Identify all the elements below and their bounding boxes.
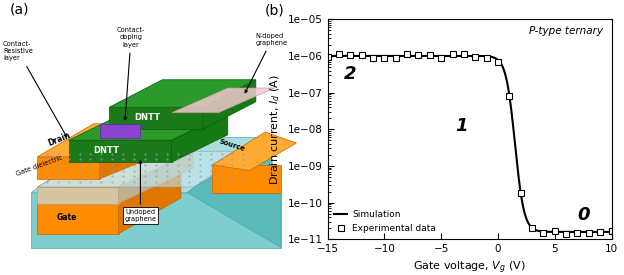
Polygon shape [172, 113, 228, 162]
Experimental data [540, 231, 547, 234]
Polygon shape [69, 113, 228, 140]
Polygon shape [109, 107, 203, 129]
Polygon shape [203, 80, 256, 129]
Experimental data [358, 54, 366, 57]
Polygon shape [31, 138, 265, 192]
Experimental data [324, 55, 331, 58]
Experimental data [597, 230, 604, 234]
Legend: Simulation, Experimental data: Simulation, Experimental data [332, 209, 437, 235]
Polygon shape [37, 168, 181, 204]
Text: DNTT: DNTT [94, 146, 120, 155]
Experimental data [392, 57, 399, 60]
Experimental data [529, 227, 536, 230]
X-axis label: Gate voltage, $V_g$ (V): Gate voltage, $V_g$ (V) [413, 260, 526, 275]
Polygon shape [212, 132, 296, 170]
Line: Experimental data: Experimental data [324, 51, 615, 237]
Simulation [557, 230, 564, 233]
Polygon shape [37, 187, 119, 204]
Experimental data [449, 52, 456, 56]
Line: Simulation: Simulation [328, 56, 612, 232]
Experimental data [369, 56, 377, 59]
Simulation [608, 230, 615, 233]
Experimental data [335, 52, 343, 56]
Experimental data [494, 60, 502, 63]
Simulation [459, 54, 466, 57]
Experimental data [460, 53, 467, 56]
Polygon shape [31, 192, 281, 248]
Text: Contact-
doping
layer: Contact- doping layer [117, 28, 145, 120]
Text: N-doped
graphene: N-doped graphene [245, 33, 288, 93]
Polygon shape [212, 165, 281, 192]
Text: (a): (a) [9, 3, 29, 17]
Experimental data [517, 191, 524, 194]
Polygon shape [37, 151, 256, 187]
Text: Contact-
Resistive
layer: Contact- Resistive layer [3, 41, 67, 137]
Text: P-type ternary: P-type ternary [529, 26, 603, 36]
Text: 1: 1 [456, 117, 468, 134]
Experimental data [346, 53, 354, 56]
Polygon shape [119, 151, 193, 204]
Polygon shape [100, 124, 140, 138]
Experimental data [426, 53, 434, 57]
Polygon shape [109, 80, 256, 107]
Polygon shape [69, 140, 172, 162]
Experimental data [608, 229, 615, 232]
Y-axis label: Drain current, $I_d$ (A): Drain current, $I_d$ (A) [268, 74, 282, 185]
Text: Gate dielectric: Gate dielectric [16, 155, 64, 177]
Polygon shape [100, 124, 181, 179]
Polygon shape [37, 124, 181, 157]
Simulation [493, 57, 500, 60]
Experimental data [415, 54, 422, 57]
Simulation [461, 54, 468, 57]
Text: Source: Source [218, 138, 246, 152]
Text: Gate: Gate [56, 213, 77, 222]
Text: 2: 2 [344, 65, 356, 83]
Simulation [324, 54, 331, 57]
Experimental data [381, 56, 388, 59]
Polygon shape [37, 157, 100, 179]
Text: Drain: Drain [47, 131, 72, 148]
Experimental data [472, 56, 479, 59]
Experimental data [585, 231, 593, 234]
Simulation [477, 54, 485, 58]
Text: 0: 0 [577, 207, 590, 224]
Experimental data [573, 231, 581, 235]
Polygon shape [37, 204, 119, 234]
Text: Undoped
graphene: Undoped graphene [124, 161, 157, 222]
Experimental data [403, 53, 411, 56]
Experimental data [505, 94, 513, 98]
Simulation [601, 230, 608, 233]
Polygon shape [119, 168, 181, 234]
Polygon shape [172, 88, 275, 113]
Experimental data [551, 230, 558, 233]
Polygon shape [187, 138, 281, 248]
Experimental data [483, 56, 490, 59]
Experimental data [437, 57, 445, 60]
Polygon shape [37, 151, 193, 187]
Text: (b): (b) [265, 4, 285, 18]
Experimental data [562, 232, 570, 235]
Text: DNTT: DNTT [134, 113, 160, 122]
